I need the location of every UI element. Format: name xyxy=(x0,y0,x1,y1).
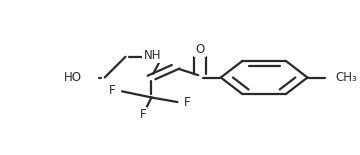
Text: O: O xyxy=(195,43,204,56)
Text: HO: HO xyxy=(64,71,82,84)
Text: F: F xyxy=(109,84,116,97)
Text: NH: NH xyxy=(143,49,161,62)
Text: CH₃: CH₃ xyxy=(335,71,357,84)
Text: F: F xyxy=(184,96,190,109)
Text: F: F xyxy=(139,108,146,121)
